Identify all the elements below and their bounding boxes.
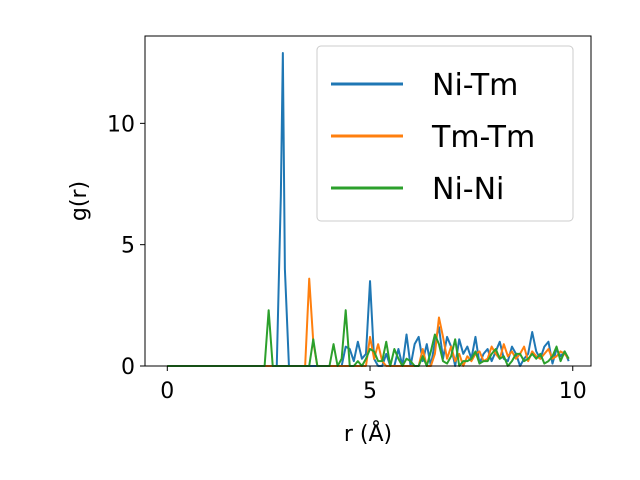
x-axis-ticks: 0 5 10 bbox=[160, 366, 587, 404]
plot-area bbox=[167, 51, 570, 367]
legend-frame bbox=[316, 45, 574, 222]
x-tick-label: 5 bbox=[363, 379, 377, 404]
axes-frame bbox=[144, 35, 592, 367]
series-line-ni-ni bbox=[167, 309, 570, 367]
y-axis-label: g(r) bbox=[67, 181, 92, 221]
y-tick-label: 5 bbox=[121, 234, 135, 259]
series-line-tm-tm bbox=[167, 277, 570, 367]
legend-label-ni-tm: Ni-Tm bbox=[432, 68, 518, 103]
legend-label-ni-ni: Ni-Ni bbox=[432, 172, 504, 207]
x-tick-label: 10 bbox=[559, 379, 587, 404]
legend: Ni-Tm Tm-Tm Ni-Ni bbox=[316, 45, 574, 222]
y-axis-ticks: 0 5 10 bbox=[107, 112, 145, 380]
legend-label-tm-tm: Tm-Tm bbox=[431, 120, 535, 155]
x-axis-label: r (Å) bbox=[344, 420, 392, 447]
y-tick-label: 10 bbox=[107, 112, 135, 137]
y-tick-label: 0 bbox=[121, 355, 135, 380]
x-tick-label: 0 bbox=[160, 379, 174, 404]
